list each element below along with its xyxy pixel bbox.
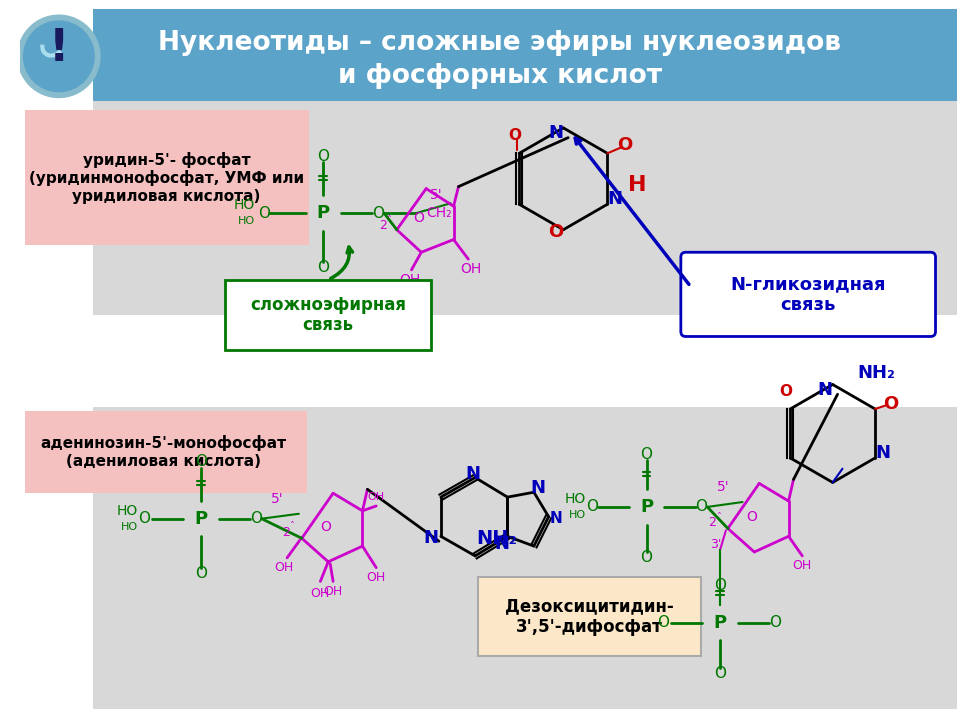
Text: O: O [617, 137, 633, 155]
Text: N: N [548, 124, 563, 142]
Text: O: O [714, 577, 726, 593]
Text: N: N [817, 382, 832, 400]
Text: O: O [640, 446, 653, 462]
Text: HO: HO [238, 216, 254, 226]
Text: H: H [628, 175, 646, 194]
Text: !: ! [49, 27, 69, 70]
Text: ˆ: ˆ [290, 523, 295, 533]
Text: O: O [258, 206, 271, 220]
Text: 2: 2 [708, 516, 716, 529]
Text: O: O [883, 395, 899, 413]
Bar [25, 110, 308, 246]
Text: HO: HO [117, 504, 138, 518]
Text: OH: OH [275, 561, 294, 574]
Text: HO: HO [564, 492, 586, 506]
Text: OH: OH [793, 559, 812, 572]
Text: CH₂: CH₂ [426, 206, 452, 220]
Text: O: O [548, 222, 564, 240]
Text: и фосфорных кислот: и фосфорных кислот [338, 63, 661, 89]
Text: 5': 5' [717, 480, 730, 495]
Text: O: O [320, 520, 330, 534]
Bar [93, 102, 957, 315]
Text: P: P [640, 498, 653, 516]
Text: N: N [550, 511, 563, 526]
Circle shape [17, 15, 100, 97]
Text: OH: OH [461, 262, 482, 276]
Text: сложноэфирная
связь: сложноэфирная связь [251, 295, 406, 334]
Text: HO: HO [233, 198, 254, 212]
Text: O: O [695, 500, 708, 514]
Text: O: O [714, 666, 726, 681]
Text: 3': 3' [710, 538, 722, 551]
Text: O: O [413, 211, 423, 225]
Text: O: O [508, 128, 520, 143]
Text: HO: HO [568, 510, 586, 520]
Text: O: O [769, 615, 780, 630]
Bar [93, 407, 957, 708]
Text: O: O [138, 511, 150, 526]
Text: Дезоксицитидин-
3',5'-дифосфат: Дезоксицитидин- 3',5'-дифосфат [505, 597, 674, 636]
FancyBboxPatch shape [681, 252, 935, 336]
Text: OH: OH [368, 492, 385, 502]
Text: O: O [640, 550, 653, 565]
Text: N: N [608, 190, 623, 208]
Text: ˆ: ˆ [715, 513, 721, 523]
Bar [226, 279, 431, 350]
Text: N: N [466, 464, 481, 482]
Text: 5': 5' [271, 492, 283, 506]
Text: уридин-5'- фосфат
(уридинмонофосфат, УМФ или
уридиловая кислота): уридин-5'- фосфат (уридинмонофосфат, УМФ… [29, 152, 304, 204]
Text: ˆ: ˆ [387, 216, 392, 226]
Text: HO: HO [121, 521, 138, 531]
Text: OH: OH [324, 585, 343, 598]
Text: N: N [876, 444, 891, 462]
Text: O: O [746, 510, 756, 523]
Text: Нуклеотиды – сложные эфиры нуклеозидов: Нуклеотиды – сложные эфиры нуклеозидов [158, 30, 841, 55]
Text: NH₂: NH₂ [858, 364, 896, 382]
Text: O: O [195, 566, 206, 581]
Text: OH: OH [367, 571, 386, 584]
Text: NH₂: NH₂ [476, 528, 517, 548]
Text: N: N [530, 480, 545, 498]
Text: OH: OH [399, 273, 420, 287]
Text: O: O [779, 384, 792, 399]
Text: N: N [494, 535, 509, 553]
Text: O: O [318, 149, 329, 163]
Text: O: O [318, 261, 329, 276]
Text: N-гликозидная
связь: N-гликозидная связь [731, 275, 886, 314]
Text: аденинозин-5'-монофосфат
(адениловая кислота): аденинозин-5'-монофосфат (адениловая кис… [40, 436, 287, 469]
Text: N: N [423, 529, 439, 547]
Text: O: O [372, 206, 384, 220]
Text: P: P [713, 613, 727, 631]
Bar [25, 411, 306, 493]
Text: O: O [250, 511, 262, 526]
Circle shape [24, 21, 94, 91]
Text: O: O [586, 500, 598, 514]
Text: P: P [194, 510, 207, 528]
Text: 2: 2 [379, 220, 387, 233]
Text: O: O [195, 454, 206, 469]
Bar [478, 577, 702, 656]
Bar [93, 9, 957, 102]
Text: P: P [317, 204, 330, 222]
Text: 5': 5' [430, 189, 443, 202]
Text: O: O [658, 615, 669, 630]
Text: 2: 2 [282, 526, 290, 539]
Text: OH: OH [311, 587, 330, 600]
